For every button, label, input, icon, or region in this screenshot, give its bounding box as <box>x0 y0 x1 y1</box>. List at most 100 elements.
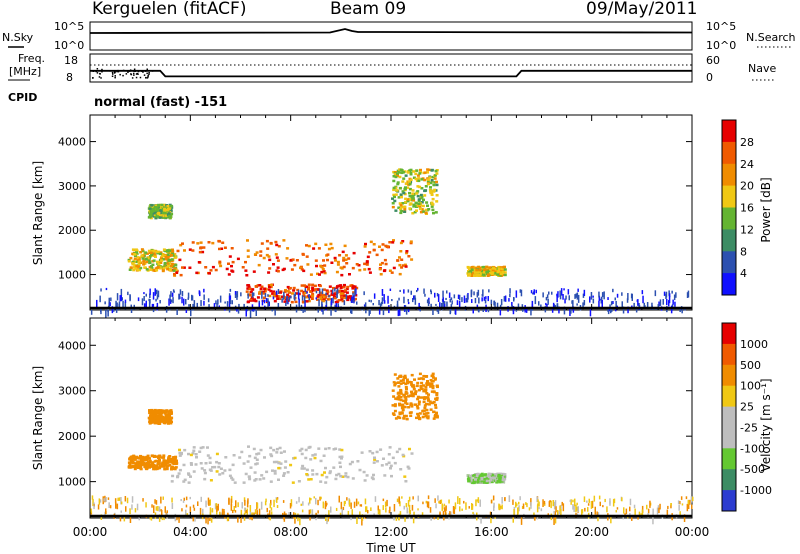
heat-cell <box>498 479 502 482</box>
heat-cell <box>150 210 154 214</box>
heat-cell <box>370 299 372 303</box>
heat-cell <box>157 422 161 425</box>
heat-cell <box>533 512 535 517</box>
heat-cell <box>286 296 289 304</box>
heat-cell <box>420 381 424 385</box>
heat-cell <box>416 190 420 193</box>
heat-cell <box>160 254 164 258</box>
heat-cell <box>364 242 367 246</box>
heat-cell <box>311 286 315 289</box>
heat-cell <box>430 382 434 386</box>
heat-cell <box>143 296 145 301</box>
heat-cell <box>327 447 331 450</box>
heat-cell <box>155 250 159 253</box>
heat-cell <box>546 304 548 309</box>
heat-cell <box>427 501 430 509</box>
heat-cell <box>559 505 561 513</box>
heat-cell <box>107 497 110 500</box>
heat-cell <box>118 301 121 310</box>
heat-cell <box>399 511 402 516</box>
heat-cell <box>240 509 243 517</box>
heat-cell <box>418 205 422 208</box>
heat-cell <box>232 509 234 514</box>
heat-cell <box>448 292 451 298</box>
heat-cell <box>442 511 445 518</box>
heat-cell <box>399 250 403 253</box>
heat-cell <box>424 185 428 188</box>
heat-cell <box>379 509 381 515</box>
heat-cell <box>279 451 283 454</box>
heat-cell <box>277 289 280 294</box>
heat-cell <box>659 503 661 510</box>
velocity-ylabel: Slant Range [km] <box>31 366 45 470</box>
heat-cell <box>454 502 457 510</box>
heat-cell <box>170 480 174 483</box>
heat-cell <box>141 461 144 464</box>
heat-cell <box>122 300 124 308</box>
heat-cell <box>121 297 123 301</box>
heat-cell <box>173 457 177 460</box>
heat-cell <box>574 294 576 299</box>
heat-cell <box>105 508 107 514</box>
heat-cell <box>344 475 348 478</box>
heat-cell <box>392 413 396 416</box>
heat-cell <box>386 499 388 507</box>
heat-cell <box>166 257 170 261</box>
heat-cell <box>338 254 342 257</box>
heat-cell <box>340 457 343 460</box>
heat-cell <box>249 291 253 294</box>
heat-cell <box>553 517 555 525</box>
heat-cell <box>610 516 612 524</box>
heat-cell <box>502 265 506 269</box>
heat-cell <box>170 258 174 261</box>
heat-cell <box>323 271 327 275</box>
heat-cell <box>587 503 590 506</box>
heat-cell <box>282 239 286 242</box>
heat-cell <box>103 498 105 502</box>
heat-cell <box>171 248 174 251</box>
colorbar-tick-label: 100 <box>740 380 761 393</box>
heat-cell <box>395 189 399 192</box>
heat-cell <box>318 273 321 276</box>
heat-cell <box>134 248 138 251</box>
heat-cell <box>268 267 272 270</box>
heat-cell <box>148 298 150 302</box>
heat-cell <box>318 284 322 288</box>
heat-cell <box>429 507 432 513</box>
heat-cell <box>401 378 405 382</box>
heat-cell <box>337 303 339 309</box>
heat-cell <box>116 503 119 510</box>
heat-cell <box>436 293 439 297</box>
heat-cell <box>583 496 586 502</box>
nave-point <box>142 71 144 73</box>
heat-cell <box>407 299 409 302</box>
heat-cell <box>530 502 532 509</box>
heat-cell <box>141 257 145 260</box>
heat-cell <box>348 462 352 466</box>
heat-cell <box>410 403 414 406</box>
heat-cell <box>136 465 140 468</box>
heat-cell <box>391 389 395 392</box>
heat-cell <box>192 515 194 522</box>
heat-cell <box>320 270 324 274</box>
heat-cell <box>668 290 670 296</box>
heat-cell <box>162 496 164 500</box>
heat-cell <box>246 500 249 508</box>
heat-cell <box>328 295 330 298</box>
heat-cell <box>426 380 429 383</box>
heat-cell <box>305 300 309 303</box>
heat-cell <box>391 404 395 407</box>
heat-cell <box>401 180 405 183</box>
nsky-label: N.Sky <box>2 31 34 44</box>
heat-cell <box>170 263 174 266</box>
heat-cell <box>275 294 279 298</box>
heat-cell <box>99 499 102 503</box>
heat-cell <box>435 180 438 184</box>
heat-cell <box>463 500 465 504</box>
heat-cell <box>493 502 495 508</box>
nave-point <box>96 72 99 74</box>
heat-cell <box>199 246 203 250</box>
heat-cell <box>335 286 339 290</box>
heat-cell <box>154 206 158 209</box>
heat-cell <box>168 214 171 218</box>
